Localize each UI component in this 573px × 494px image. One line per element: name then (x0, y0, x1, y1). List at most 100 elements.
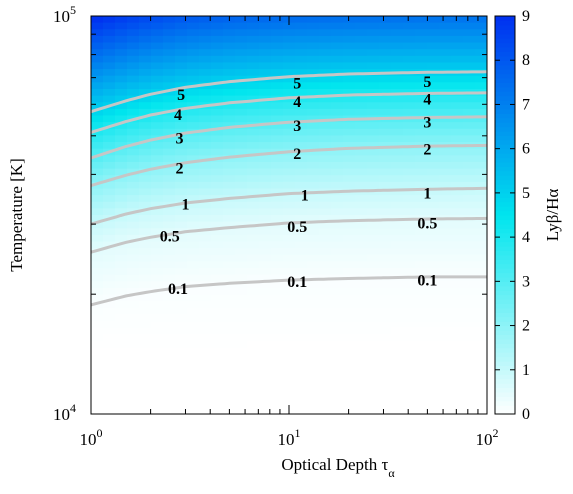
heatmap-cell (235, 208, 248, 216)
heatmap-cell (463, 400, 476, 408)
heatmap-cell (463, 135, 476, 143)
heatmap-cell (343, 248, 356, 256)
contour-label: 4 (293, 94, 301, 111)
heatmap-cell (427, 307, 440, 316)
heatmap-cell (379, 142, 392, 150)
heatmap-cell (127, 55, 140, 64)
heatmap-cell (91, 261, 104, 269)
heatmap-cell (307, 254, 320, 263)
heatmap-cell (271, 407, 284, 414)
heatmap-cell (355, 234, 368, 243)
heatmap-cell (115, 360, 128, 369)
heatmap-cell (403, 35, 416, 44)
heatmap-cell (139, 102, 152, 110)
heatmap-cell (115, 321, 128, 329)
heatmap-cell (127, 181, 140, 190)
heatmap-cell (247, 82, 260, 90)
heatmap-cell (451, 95, 464, 103)
heatmap-cell (379, 287, 392, 296)
heatmap-cell (271, 215, 284, 223)
heatmap-cell (139, 274, 152, 282)
heatmap-cell (391, 161, 404, 170)
heatmap-cell (127, 234, 140, 243)
contour-label: 3 (423, 115, 431, 132)
heatmap-cell (463, 168, 476, 176)
heatmap-cell (271, 128, 284, 136)
heatmap-cell (115, 347, 128, 355)
heatmap-cell (475, 380, 487, 389)
heatmap-cell (199, 42, 212, 50)
heatmap-cell (223, 314, 236, 322)
colorbar-segment (495, 42, 515, 48)
heatmap-cell (463, 281, 476, 289)
heatmap-cell (163, 181, 176, 190)
heatmap-cell (103, 367, 116, 375)
heatmap-cell (319, 201, 332, 209)
heatmap-cell (451, 221, 464, 229)
heatmap-cell (91, 387, 104, 395)
heatmap-cell (439, 307, 452, 316)
heatmap-cell (139, 161, 152, 170)
heatmap-cell (391, 102, 404, 110)
heatmap-cell (463, 102, 476, 110)
heatmap-cell (151, 29, 164, 37)
heatmap-cell (259, 407, 272, 414)
heatmap-cell (367, 367, 380, 375)
heatmap-cell (127, 188, 140, 196)
heatmap-cell (415, 228, 428, 236)
heatmap-cell (91, 268, 104, 276)
heatmap-cell (283, 354, 296, 362)
heatmap-cell (379, 327, 392, 335)
heatmap-cell (127, 49, 140, 57)
heatmap-cell (127, 261, 140, 269)
heatmap-cell (199, 234, 212, 243)
heatmap-cell (343, 334, 356, 342)
heatmap-cell (115, 29, 128, 37)
heatmap-cell (91, 188, 104, 196)
heatmap-cell (475, 400, 487, 408)
heatmap-cell (259, 161, 272, 170)
colorbar-segment (495, 46, 515, 52)
heatmap-cell (451, 367, 464, 375)
heatmap-cell (319, 301, 332, 309)
contour-line-1 (91, 186, 487, 226)
heatmap-cell (151, 341, 164, 349)
heatmap-cell (415, 268, 428, 276)
heatmap-cell (343, 49, 356, 57)
heatmap-cell (403, 367, 416, 375)
heatmap-cell (103, 307, 116, 316)
heatmap-cell (103, 49, 116, 57)
heatmap-cell (391, 394, 404, 402)
heatmap-cell (295, 128, 308, 136)
colorbar-segment (495, 369, 515, 375)
heatmap-cell (199, 55, 212, 64)
heatmap-cell (403, 95, 416, 103)
heatmap-cell (187, 108, 200, 117)
heatmap-cell (331, 407, 344, 414)
heatmap-cell (391, 341, 404, 349)
heatmap-cell (175, 281, 188, 289)
heatmap-cell (199, 347, 212, 355)
heatmap-cell (379, 108, 392, 117)
heatmap-cell (211, 181, 224, 190)
heatmap-cell (151, 327, 164, 335)
heatmap-cell (463, 367, 476, 375)
heatmap-cell (295, 69, 308, 77)
heatmap-cell (355, 254, 368, 263)
heatmap-cell (211, 367, 224, 375)
heatmap-cell (187, 254, 200, 263)
heatmap-cell (91, 287, 104, 296)
heatmap-cell (307, 128, 320, 136)
heatmap-cell (391, 327, 404, 335)
heatmap-cell (379, 208, 392, 216)
heatmap-cell (355, 55, 368, 64)
heatmap-cell (199, 407, 212, 414)
heatmap-cell (247, 294, 260, 302)
heatmap-cell (199, 321, 212, 329)
heatmap-cell (319, 148, 332, 156)
heatmap-cell (139, 155, 152, 163)
heatmap-cell (223, 261, 236, 269)
heatmap-cell (367, 380, 380, 389)
heatmap-cell (271, 327, 284, 335)
heatmap-cell (319, 88, 332, 97)
